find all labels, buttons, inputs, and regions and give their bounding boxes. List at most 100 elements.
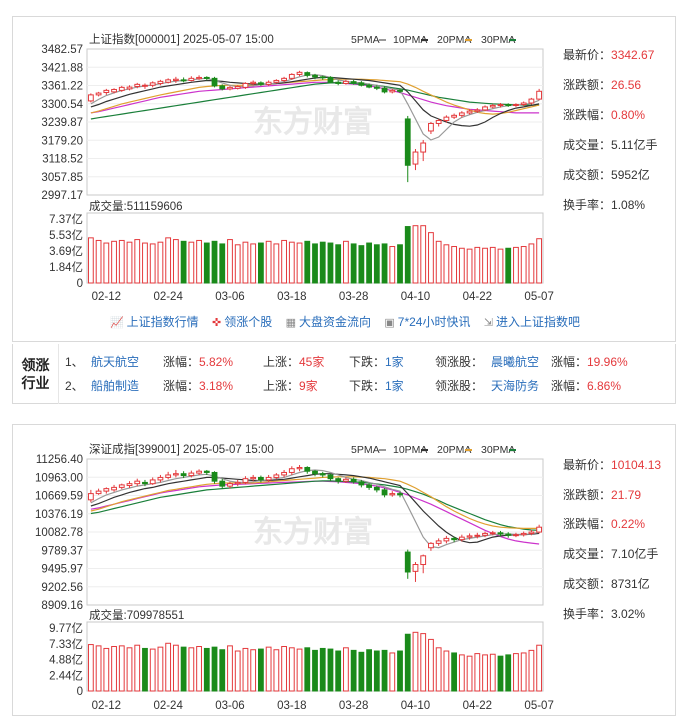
volume-bar	[397, 650, 403, 692]
y-tick-label: 8909.16	[41, 600, 83, 612]
candle-body	[350, 81, 357, 84]
volume-bar	[536, 238, 543, 284]
candle-body	[258, 476, 264, 481]
link-index-quote[interactable]: 📈 上证指数行情	[110, 313, 199, 330]
volume-bar	[142, 242, 148, 284]
volume-label: 成交量：	[563, 138, 612, 152]
sector-leader-pct-value: 19.96%	[587, 355, 628, 369]
volume-bar	[389, 652, 396, 692]
volume-tick-label: 5.53亿	[49, 229, 83, 242]
volume-value: 7.10亿手	[611, 547, 659, 561]
change-pct-row: 涨跌幅：0.22%	[563, 514, 677, 534]
shanghai-index-panel: 3482.57 3421.88 3361.22 3300.54 3239.87 3179.…	[12, 16, 676, 342]
candle-body	[188, 472, 195, 477]
volume-bar	[250, 243, 257, 284]
link-news-flash[interactable]: ▣ 7*24小时快讯	[384, 313, 470, 330]
volume-bar	[281, 239, 287, 284]
leading-sectors-title: 领涨行业	[13, 344, 59, 404]
sector-pct-value: 5.82%	[199, 355, 234, 369]
candle-body	[227, 86, 233, 90]
volume-bar	[273, 649, 280, 692]
candle-body	[312, 470, 318, 475]
volume-bar	[513, 246, 519, 284]
link-index-forum-label: 进入上证指数吧	[496, 315, 581, 329]
x-tick-label: 03-06	[215, 291, 244, 303]
volume-bar	[520, 652, 527, 692]
up-arrow-icon: ✜	[212, 317, 222, 329]
candle-body	[412, 151, 419, 165]
chart-title: 深证成指[399001] 2025-05-07 15:00	[89, 442, 274, 456]
volume-tick-label: 4.88亿	[49, 654, 83, 667]
candle-body	[142, 481, 148, 485]
sector-name-link[interactable]: 船舶制造	[91, 379, 140, 393]
sector-name-link[interactable]: 航天航空	[91, 355, 140, 369]
link-news-flash-label: 7*24小时快讯	[397, 315, 471, 329]
shenzhen-index-chart[interactable]: 11256.40 10963.00 10669.59 10376.19 10082.78…	[13, 425, 561, 715]
x-tick-label: 02-12	[92, 291, 121, 303]
candle-body	[451, 537, 458, 541]
latest-price-label: 最新价：	[563, 458, 612, 472]
enter-icon: ⇲	[483, 317, 494, 329]
volume-bar	[458, 247, 465, 284]
candle-body	[404, 118, 411, 166]
volume-bar	[458, 654, 465, 692]
leading-sectors: 领涨行业 1、 航天航空 涨幅： 5.82% 上涨： 45家 下跌： 1家 领涨…	[12, 344, 676, 404]
sector-row-index: 1、	[65, 355, 84, 369]
candle-body	[149, 479, 156, 485]
candle-body	[319, 473, 326, 476]
volume-bar	[327, 242, 334, 284]
volume-bar	[203, 242, 210, 284]
candle-body	[466, 110, 473, 114]
shanghai-index-chart[interactable]: 3482.57 3421.88 3361.22 3300.54 3239.87 3179.…	[13, 17, 561, 313]
candle-body	[458, 112, 465, 116]
sector-pct-label: 涨幅：	[163, 379, 200, 393]
link-leading-stocks[interactable]: ✜ 领涨个股	[212, 313, 272, 330]
sector-leader-link[interactable]: 晨曦航空	[491, 355, 540, 369]
candle-body	[188, 77, 195, 81]
volume-bar	[489, 246, 496, 284]
candle-body	[389, 89, 396, 93]
volume-bar	[172, 239, 179, 284]
y-tick-label: 3057.85	[41, 172, 83, 184]
x-tick-label: 04-22	[463, 700, 492, 712]
volume-tick-label: 9.77亿	[49, 622, 83, 635]
calendar-icon: ▣	[384, 317, 395, 329]
sector-up-value: 45家	[299, 355, 325, 369]
candle-body	[397, 89, 403, 92]
y-tick-label: 9789.37	[41, 545, 83, 557]
x-tick-label: 02-24	[153, 700, 183, 712]
volume-bar	[219, 649, 226, 692]
volume-bar	[103, 647, 110, 692]
volume-bar	[227, 239, 233, 284]
volume-tick-label: 0	[77, 278, 83, 290]
volume-tick-label: 7.37亿	[49, 213, 83, 226]
volume-bar	[95, 239, 102, 284]
volume-bar	[134, 239, 141, 284]
change-value: 21.79	[611, 488, 642, 502]
link-index-forum[interactable]: ⇲ 进入上证指数吧	[484, 313, 580, 330]
candle-body	[211, 471, 218, 482]
candle-body	[242, 478, 249, 483]
link-capital-flow[interactable]: ▦ 大盘资金流向	[286, 313, 371, 330]
candle-body	[474, 534, 481, 537]
y-tick-label: 3482.57	[41, 44, 83, 56]
volume-bar	[258, 242, 264, 284]
volume-bar	[304, 240, 311, 284]
link-index-quote-label: 上证指数行情	[126, 315, 199, 329]
candle-body	[458, 536, 465, 541]
volume-bar	[265, 240, 272, 284]
volume-bar	[180, 646, 187, 692]
volume-bar	[412, 631, 419, 692]
candle-body	[513, 534, 519, 537]
candle-body	[358, 82, 365, 86]
x-tick-label: 04-10	[401, 291, 430, 303]
volume-bar	[428, 232, 434, 284]
sector-row: 1、 航天航空 涨幅： 5.82% 上涨： 45家 下跌： 1家 领涨股： 晨曦…	[63, 350, 673, 374]
sector-leader-link[interactable]: 天海防务	[491, 379, 540, 393]
candle-body	[412, 564, 419, 572]
sector-up-label: 上涨：	[263, 355, 300, 369]
candle-body	[381, 489, 388, 496]
legend-swatch	[379, 449, 386, 451]
legend-label: 20PMA	[437, 34, 471, 46]
volume-bar	[366, 242, 372, 284]
